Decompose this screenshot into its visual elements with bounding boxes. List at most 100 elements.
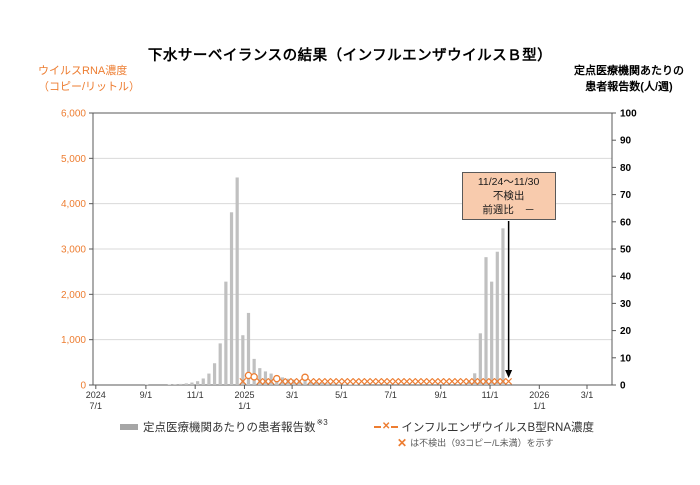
rna-nd-marker [363, 377, 371, 385]
rna-nd-marker [397, 377, 405, 385]
patient-report-bar [297, 380, 301, 385]
patient-report-bar [218, 343, 222, 385]
annotation-period: 11/24～11/30 [477, 176, 540, 188]
annotation-callout: 11/24～11/30 不検出 前週比 － [461, 172, 556, 220]
left-axis-title-line1: ウイルスRNA濃度 [38, 65, 128, 77]
left-axis-tick-label: 2,000 [61, 290, 86, 301]
rna-nd-marker [346, 377, 354, 385]
x-axis-tick-label: 11/1 [482, 390, 499, 400]
right-axis-tick-label: 30 [620, 299, 632, 310]
patient-report-bar [269, 373, 273, 385]
rna-nd-marker [386, 377, 394, 385]
rna-nd-marker [341, 377, 349, 385]
rna-nd-marker [295, 377, 303, 385]
patient-report-bar [235, 177, 239, 385]
patient-report-bar [201, 378, 205, 385]
patient-report-bar [184, 383, 188, 385]
patient-report-bar [331, 383, 335, 385]
patient-report-bar [224, 281, 228, 385]
rna-nd-marker [431, 377, 439, 385]
x-axis-tick-label: 11/1 [187, 390, 204, 400]
right-axis-title-line1: 定点医療機関あたりの [574, 65, 684, 77]
left-axis-tick-label: 5,000 [61, 154, 86, 165]
left-axis-tick-label: 1,000 [61, 335, 86, 346]
patient-report-bar [145, 384, 149, 385]
rna-nd-marker [465, 377, 473, 385]
x-axis-tick-label: 3/1 [286, 390, 299, 400]
x-axis-tick-label: 3/1 [581, 390, 594, 400]
x-axis-tick-label: 2025 [234, 390, 254, 400]
right-axis-tick-label: 80 [620, 163, 632, 174]
rna-nd-marker [324, 377, 332, 385]
rna-nd-marker [471, 377, 479, 385]
patient-report-bar [173, 384, 177, 385]
patient-report-bar [241, 335, 245, 385]
rna-nd-marker [409, 377, 416, 385]
patient-report-bar [461, 383, 465, 385]
left-axis-tick-label: 6,000 [61, 109, 86, 120]
patient-report-bar [252, 358, 256, 385]
not-detected-footnote: ✕ は不検出（93コピー/L未満）を示す [397, 436, 554, 449]
right-axis-title-line2: 患者報告数(人/週) [585, 80, 673, 93]
x-axis-tick-label: 5/1 [335, 390, 348, 400]
patient-report-bar [490, 281, 494, 385]
patient-reports-bar-swatch-icon [120, 424, 138, 430]
rna-nd-marker [312, 377, 320, 385]
rna-nd-marker [335, 377, 343, 385]
left-axis-title: ウイルスRNA濃度 （コピー/リットル） [38, 64, 140, 96]
patient-report-bar [354, 384, 358, 385]
rna-nd-marker [459, 377, 467, 385]
patient-report-bar [337, 383, 341, 385]
footnote-ref: ※3 [316, 417, 328, 427]
patient-report-bar [179, 383, 183, 385]
patient-report-bar [190, 382, 194, 385]
rna-nd-marker [482, 377, 490, 385]
rna-line-dash-icon [391, 426, 399, 428]
patient-report-bar [229, 212, 234, 385]
right-axis-tick-label: 90 [620, 136, 632, 147]
rna-nd-marker [380, 377, 388, 385]
patient-report-bar [484, 257, 488, 385]
rna-detected-marker [250, 373, 258, 381]
right-axis-tick-label: 20 [620, 326, 632, 337]
left-axis-tick-label: 0 [80, 381, 86, 392]
rna-detected-marker [273, 374, 281, 383]
patient-report-bar [292, 379, 296, 385]
rna-nd-marker [448, 377, 456, 385]
legend-rna-label: インフルエンザウイルスB型RNA濃度 [401, 422, 594, 434]
patient-report-bar [207, 373, 211, 385]
rna-nd-marker [307, 377, 315, 385]
patient-report-bar [246, 312, 251, 385]
patient-report-bar [195, 381, 200, 385]
rna-nd-marker [476, 377, 484, 385]
right-axis-tick-label: 50 [620, 245, 632, 256]
right-axis-tick-label: 70 [620, 190, 632, 201]
rna-detected-marker [301, 373, 309, 382]
left-axis-tick-label: 3,000 [61, 245, 86, 256]
rna-nd-marker [403, 377, 411, 385]
patient-report-bar [343, 384, 347, 385]
x-axis-tick-label: 2026 [529, 390, 549, 400]
annotation-arrow-head-icon [505, 370, 513, 378]
patient-report-bar [326, 383, 330, 385]
patient-report-bar [263, 371, 268, 385]
right-axis-tick-label: 60 [620, 217, 632, 228]
patient-report-bar [473, 373, 477, 385]
rna-nd-marker [352, 377, 360, 385]
patient-report-bar [320, 382, 324, 385]
rna-nd-marker [488, 377, 496, 385]
rna-nd-marker [420, 377, 428, 385]
nd-x-icon: ✕ [397, 435, 408, 450]
patient-report-bar [359, 384, 364, 385]
x-axis-tick-label: 9/1 [435, 390, 448, 400]
patient-report-bar [478, 333, 482, 385]
rna-nd-marker [442, 377, 450, 385]
x-axis-tick-label: 1/1 [238, 401, 251, 411]
rna-nd-marker [318, 377, 326, 385]
rna-nd-marker [239, 377, 247, 385]
patient-report-bar [167, 384, 171, 385]
x-axis-tick-label: 9/1 [140, 390, 153, 400]
page-title: 下水サーベイランスの結果（インフルエンザウイルスＢ型） [147, 48, 553, 64]
right-axis-tick-label: 0 [620, 381, 626, 392]
